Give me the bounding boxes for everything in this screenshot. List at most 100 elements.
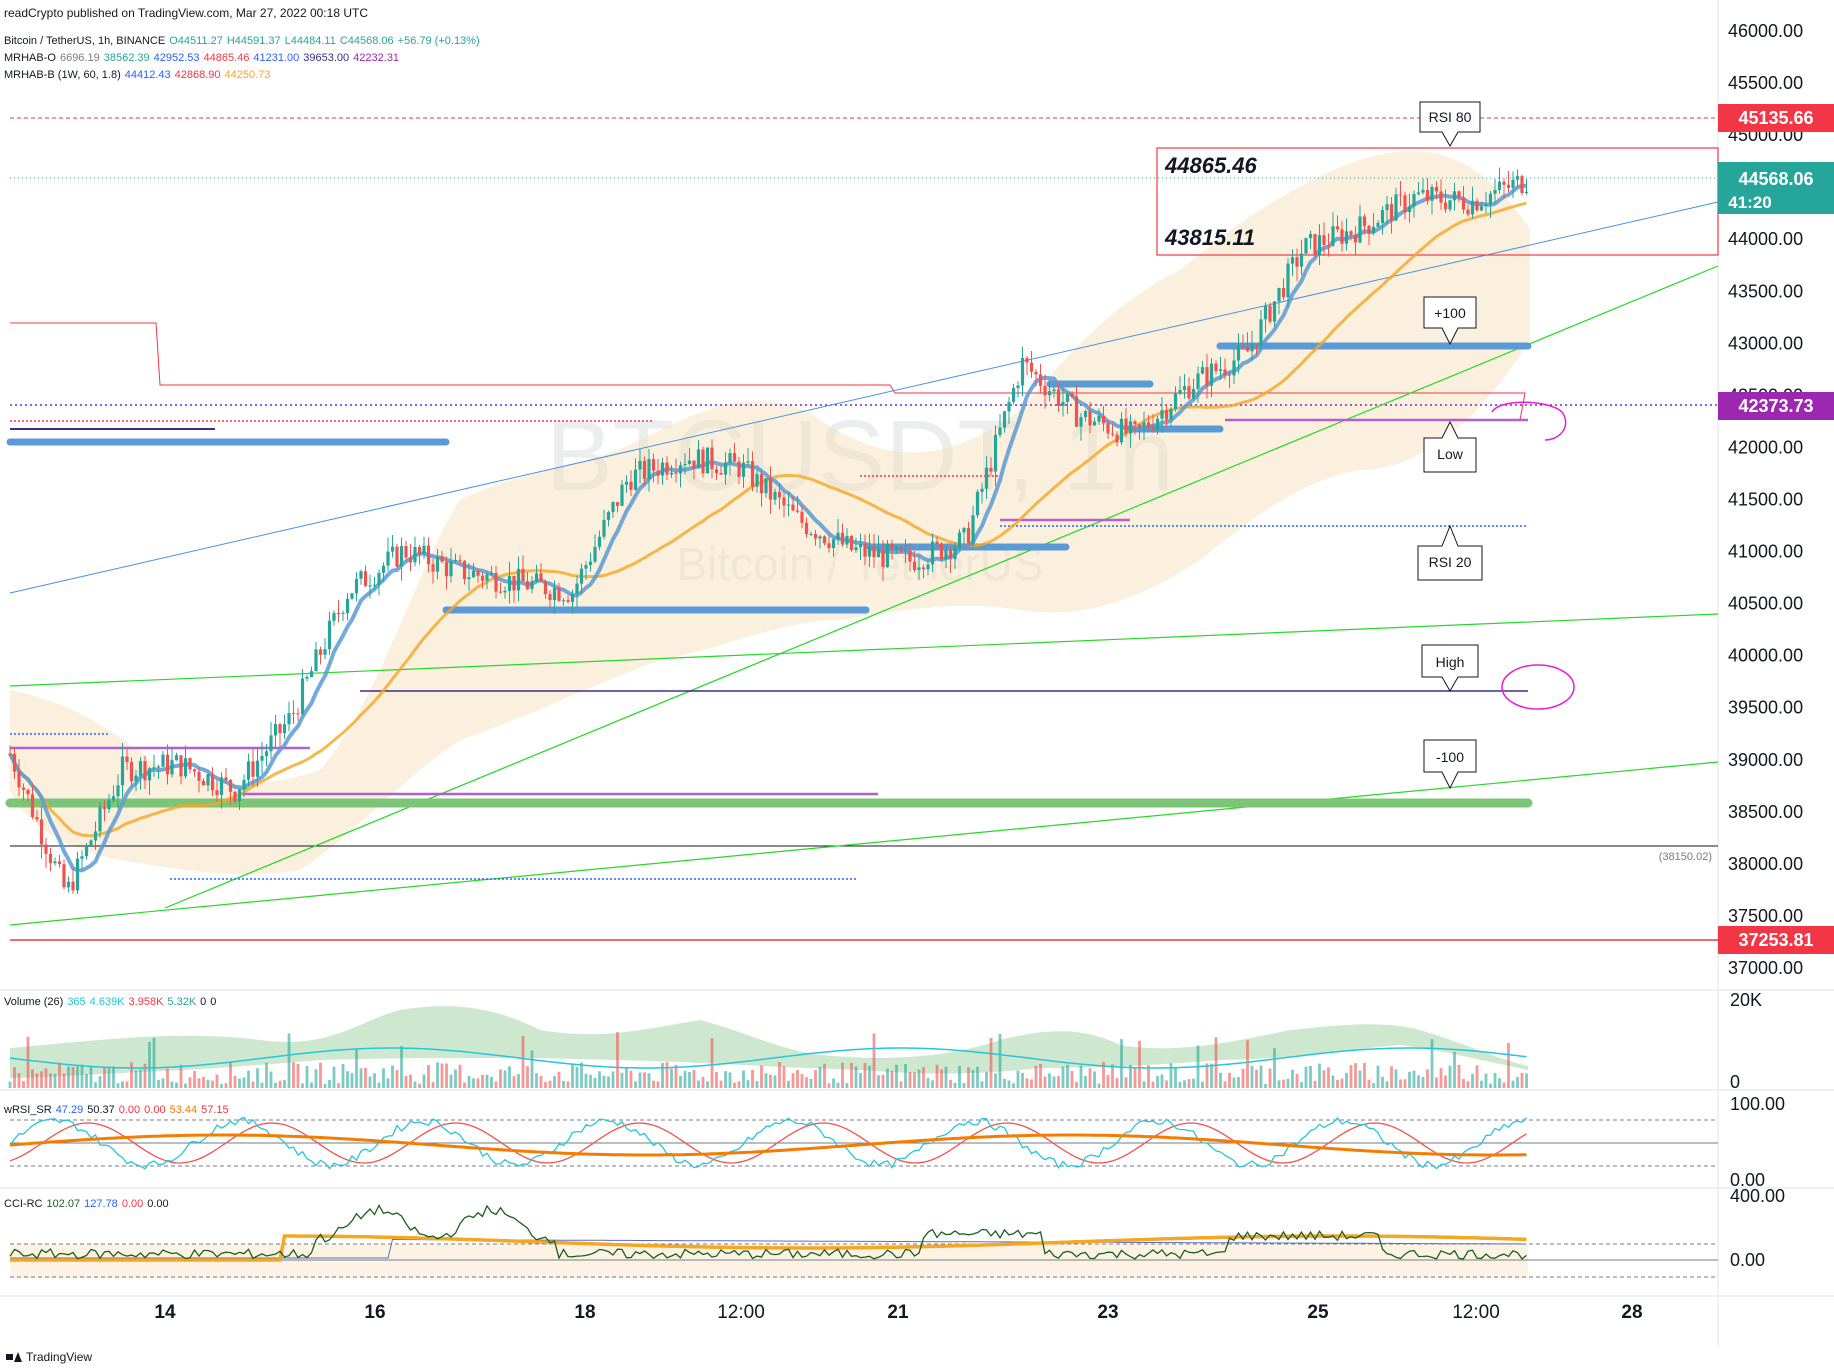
volume-bar	[440, 1063, 444, 1088]
legend-open: O44511.27	[169, 35, 223, 47]
volume-bar	[931, 1080, 934, 1088]
volume-bar	[616, 1032, 619, 1088]
volume-bar	[283, 1079, 286, 1088]
candle-body	[413, 546, 417, 563]
candle-body	[1520, 176, 1524, 193]
volume-bar	[656, 1081, 660, 1088]
candle-body	[1457, 191, 1461, 199]
candle-body	[1416, 192, 1421, 194]
volume-bar	[125, 1081, 129, 1088]
candle-body	[683, 463, 687, 466]
candle-body	[557, 588, 561, 601]
candle-body	[1169, 408, 1173, 420]
time-tick-label: 16	[364, 1302, 385, 1323]
volume-bar	[1052, 1076, 1056, 1088]
volume-bar	[1223, 1081, 1227, 1088]
candle-body	[332, 612, 336, 621]
candle-body	[984, 467, 989, 489]
candle-body	[1124, 418, 1128, 434]
volume-bar	[148, 1041, 151, 1088]
volume-bar	[130, 1062, 133, 1088]
volume-bar	[1304, 1066, 1308, 1088]
volume-bar	[35, 1073, 39, 1088]
candle-body	[93, 831, 98, 841]
volume-bar	[908, 1071, 912, 1088]
cci-axis-top: 400.00	[1730, 1186, 1785, 1206]
candle-body	[813, 534, 818, 539]
time-tick-label: 21	[887, 1302, 909, 1323]
volume-bar	[1259, 1065, 1263, 1088]
volume-bar	[1390, 1066, 1393, 1088]
volume-bar	[1318, 1063, 1321, 1088]
volume-bar	[584, 1073, 588, 1088]
volume-bar	[1349, 1065, 1353, 1088]
candle-body	[1461, 198, 1466, 210]
volume-bar	[1066, 1064, 1069, 1088]
volume-bar	[337, 1083, 340, 1088]
callout-high: High	[1421, 644, 1479, 693]
box-low-label: 43815.11	[1164, 225, 1255, 250]
volume-bar	[503, 1070, 507, 1088]
volume-bar	[1345, 1072, 1348, 1088]
candle-body	[1524, 191, 1529, 193]
candle-body	[1097, 415, 1101, 422]
tag-current-price: 44568.06 41:20	[1718, 162, 1834, 214]
candle-body	[1223, 369, 1227, 375]
wrsi-v5: 53.44	[169, 1104, 198, 1116]
candle-body	[1268, 305, 1272, 322]
candle-body	[1511, 179, 1515, 188]
volume-bar	[1466, 1081, 1470, 1088]
volume-bar	[895, 1064, 898, 1088]
volume-bar	[472, 1078, 475, 1088]
volume-bar	[1354, 1063, 1357, 1088]
volume-bar	[638, 1072, 642, 1088]
tradingview-icon	[6, 1352, 22, 1362]
candle-body	[314, 649, 318, 672]
volume-bar	[458, 1064, 462, 1088]
candle-body	[390, 546, 395, 552]
volume-bar	[1133, 1068, 1137, 1088]
volume-bar	[1327, 1067, 1330, 1088]
candle-body	[1407, 206, 1412, 213]
tradingview-logo[interactable]: TradingView	[6, 1350, 92, 1364]
candle-body	[660, 462, 665, 476]
volume-bar	[647, 1073, 651, 1088]
volume-bar	[926, 1078, 930, 1088]
volume-bar	[886, 1068, 889, 1088]
candle-body	[800, 511, 804, 523]
volume-bar	[692, 1069, 696, 1088]
candle-body	[1277, 287, 1281, 302]
candle-body	[674, 472, 678, 474]
candle-body	[921, 567, 926, 570]
candle-body	[759, 474, 764, 494]
volume-axis-bottom: 0	[1730, 1072, 1740, 1092]
volume-bar	[850, 1062, 853, 1088]
volume-bar	[400, 1046, 403, 1088]
candle-body	[791, 504, 795, 511]
candle-body	[1137, 424, 1142, 427]
candle-body	[48, 853, 53, 864]
cci-label: CCI-RC	[4, 1198, 43, 1210]
volume-bar	[386, 1078, 390, 1088]
candle-body	[1430, 187, 1434, 201]
candle-body	[651, 459, 656, 471]
candle-body	[656, 470, 660, 476]
candle-body	[894, 547, 899, 550]
volume-bar	[683, 1070, 687, 1088]
candle-body	[260, 755, 264, 761]
candle-body	[399, 546, 404, 567]
candle-body	[1281, 287, 1286, 298]
candle-body	[1331, 226, 1335, 246]
green-trendline-steep	[164, 265, 1719, 909]
candle-body	[386, 551, 390, 566]
candle-body	[359, 571, 363, 579]
time-axis[interactable]: 14 16 18 12:00 21 23 25 12:00 28	[154, 1302, 1642, 1323]
candle-body	[1160, 410, 1164, 419]
volume-bar	[580, 1062, 583, 1088]
candle-body	[606, 512, 611, 520]
candle-body	[287, 713, 291, 725]
volume-bar	[634, 1081, 637, 1088]
price-axis[interactable]: 46000.0045500.0045000.0044500.0044000.00…	[1728, 21, 1803, 978]
volume-v2: 4.639K	[89, 996, 125, 1008]
